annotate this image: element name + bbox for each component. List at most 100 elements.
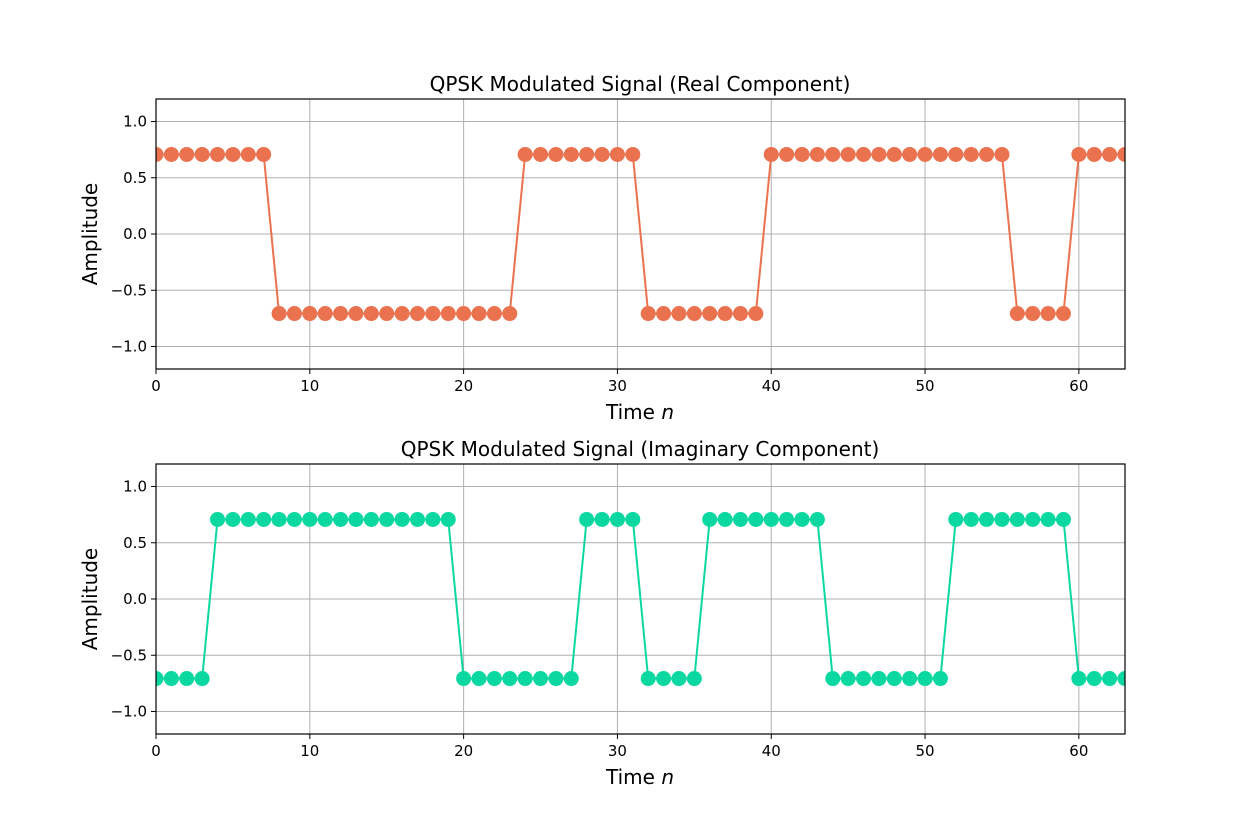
data-point-marker [271,306,287,322]
x-axis-label: Time n [605,765,674,789]
data-point-marker [286,306,302,322]
data-point-marker [994,511,1010,527]
y-tick-label: −0.5 [111,281,147,299]
data-point-marker [856,671,872,687]
gridlines [155,99,1125,369]
data-point-marker [1055,511,1071,527]
data-point-marker [748,306,764,322]
subplot-imaginary-component: QPSK Modulated Signal (Imaginary Compone… [78,437,1126,789]
data-point-marker [809,146,825,162]
data-point-marker [363,511,379,527]
data-point-marker [409,306,425,322]
data-point-marker [425,511,441,527]
chart-title: QPSK Modulated Signal (Imaginary Compone… [401,437,880,461]
data-point-marker [609,511,625,527]
data-point-marker [640,306,656,322]
data-point-marker [1025,306,1041,322]
x-axis-ticks: 0 10 20 30 40 50 60 [151,734,1088,760]
data-point-marker [794,146,810,162]
data-point-marker [948,146,964,162]
data-point-marker [779,146,795,162]
data-point-marker [240,511,256,527]
data-point-marker [1009,306,1025,322]
y-tick-label: 0.5 [123,169,147,187]
data-point-marker [948,511,964,527]
data-point-marker [286,511,302,527]
data-point-marker [717,511,733,527]
data-point-marker [302,511,318,527]
data-point-marker [156,146,164,162]
data-point-marker [456,306,472,322]
data-point-marker [609,146,625,162]
data-point-marker [348,511,364,527]
data-point-marker [748,511,764,527]
data-point-marker [686,671,702,687]
data-point-marker [194,146,210,162]
data-point-marker [333,511,349,527]
data-series-real [156,146,1125,322]
data-point-marker [994,146,1010,162]
y-axis-ticks: −1.0 −0.5 0.0 0.5 1.0 [111,113,156,356]
data-point-marker [425,306,441,322]
data-point-marker [656,306,672,322]
data-point-marker [732,306,748,322]
data-point-marker [579,511,595,527]
x-tick-label: 40 [762,742,781,760]
data-point-marker [471,671,487,687]
data-point-marker [409,511,425,527]
chart-title: QPSK Modulated Signal (Real Component) [430,72,851,96]
data-point-marker [1040,306,1056,322]
data-point-marker [533,146,549,162]
data-point-marker [917,671,933,687]
data-point-marker [702,306,718,322]
data-point-marker [886,146,902,162]
y-axis-label: Amplitude [78,548,102,651]
series-line [156,153,1125,315]
data-point-marker [594,511,610,527]
data-point-marker [1117,671,1125,687]
data-point-marker [594,146,610,162]
data-point-marker [1040,511,1056,527]
data-point-marker [932,671,948,687]
data-point-marker [194,671,210,687]
x-tick-label: 50 [916,377,935,395]
data-point-marker [563,671,579,687]
data-point-marker [317,306,333,322]
data-point-marker [502,671,518,687]
data-point-marker [210,146,226,162]
data-point-marker [871,671,887,687]
data-point-marker [471,306,487,322]
data-point-marker [256,511,272,527]
data-point-marker [979,511,995,527]
data-point-marker [902,146,918,162]
data-point-marker [256,146,272,162]
x-axis-ticks: 0 10 20 30 40 50 60 [151,369,1088,395]
data-point-marker [379,511,395,527]
data-point-marker [533,671,549,687]
x-tick-label: 30 [608,377,627,395]
data-point-marker [963,511,979,527]
data-point-marker [502,306,518,322]
data-point-marker [548,671,564,687]
data-point-marker [1102,146,1118,162]
data-point-marker [794,511,810,527]
data-point-marker [179,671,195,687]
data-point-marker [333,306,349,322]
y-tick-label: 1.0 [123,478,147,496]
x-tick-label: 50 [916,742,935,760]
data-point-marker [302,306,318,322]
data-point-marker [917,146,933,162]
data-point-marker [671,671,687,687]
data-point-marker [886,671,902,687]
data-point-marker [856,146,872,162]
data-point-marker [517,671,533,687]
data-point-marker [702,511,718,527]
x-tick-label: 40 [762,377,781,395]
data-point-marker [379,306,395,322]
data-point-marker [656,671,672,687]
y-tick-label: 0.0 [123,225,147,243]
data-point-marker [779,511,795,527]
y-tick-label: 0.0 [123,590,147,608]
data-point-marker [363,306,379,322]
x-tick-label: 20 [454,377,473,395]
